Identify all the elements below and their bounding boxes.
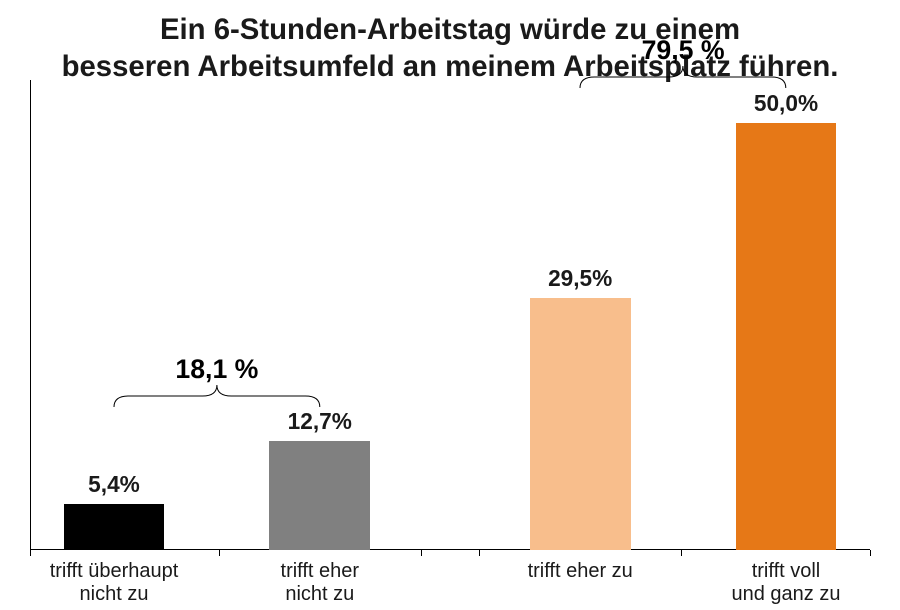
group-label: 79,5 % — [642, 35, 725, 66]
x-tick-mark — [479, 550, 480, 556]
plot-area: 5,4% 12,7% 29,5% 50,0% — [30, 80, 870, 550]
bar: 50,0% — [736, 123, 837, 550]
bar-value-label: 29,5% — [530, 265, 631, 298]
x-tick-label: trifft vollund ganz zu — [686, 560, 886, 606]
x-tick-mark — [30, 550, 31, 556]
bar: 12,7% — [269, 441, 370, 550]
x-tick-label: trifft eher zu — [480, 560, 680, 583]
x-tick-label-line1: trifft eher — [220, 560, 420, 583]
bar-chart: Ein 6-Stunden-Arbeitstag würde zu einemb… — [0, 0, 900, 610]
group-brace — [114, 385, 320, 407]
x-tick-label: trifft überhauptnicht zu — [14, 560, 214, 606]
x-tick-label: trifft ehernicht zu — [220, 560, 420, 606]
bar-value-label: 5,4% — [64, 471, 165, 504]
bar-value-label: 50,0% — [736, 90, 837, 123]
group-brace — [580, 66, 786, 88]
group-label: 18,1 % — [175, 354, 258, 385]
x-tick-label-line1: trifft überhaupt — [14, 560, 214, 583]
x-tick-label-line2: und ganz zu — [686, 583, 886, 606]
x-tick-mark — [681, 550, 682, 556]
chart-title-line1: Ein 6-Stunden-Arbeitstag würde zu einem — [0, 12, 900, 49]
bar-value-label: 12,7% — [269, 408, 370, 441]
x-tick-mark — [219, 550, 220, 556]
x-tick-mark — [870, 550, 871, 556]
bar: 5,4% — [64, 504, 165, 550]
y-axis — [30, 80, 31, 550]
x-tick-label-line2: nicht zu — [220, 583, 420, 606]
x-tick-mark — [421, 550, 422, 556]
x-tick-label-line1: trifft voll — [686, 560, 886, 583]
x-tick-label-line2: nicht zu — [14, 583, 214, 606]
bar: 29,5% — [530, 298, 631, 550]
x-tick-label-line1: trifft eher zu — [480, 560, 680, 583]
